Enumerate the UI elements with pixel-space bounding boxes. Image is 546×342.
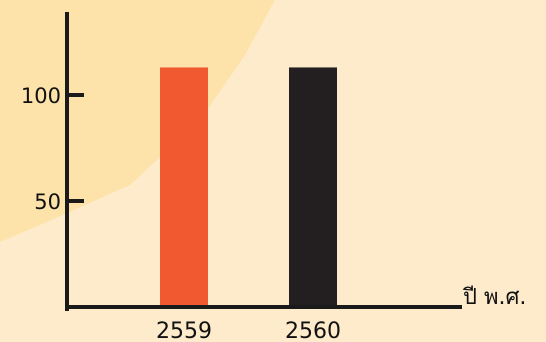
bars-group	[160, 67, 337, 307]
bar-2560	[289, 67, 337, 307]
y-ticks-group: 50 100	[21, 84, 84, 214]
x-tick-label-2559: 2559	[156, 319, 212, 342]
x-axis-title: ปี พ.ศ.	[462, 285, 527, 310]
bar-2559	[160, 67, 208, 307]
x-labels-group: 2559 2560	[156, 319, 341, 342]
x-tick-label-2560: 2560	[285, 319, 341, 342]
y-tick-label-50: 50	[34, 190, 61, 214]
y-tick-label-100: 100	[21, 84, 61, 108]
